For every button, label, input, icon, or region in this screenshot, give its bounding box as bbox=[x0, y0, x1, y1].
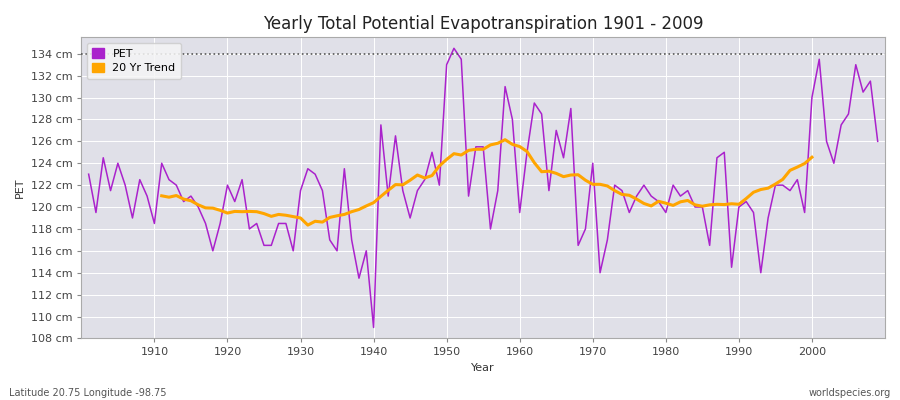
Text: Latitude 20.75 Longitude -98.75: Latitude 20.75 Longitude -98.75 bbox=[9, 388, 166, 398]
Text: worldspecies.org: worldspecies.org bbox=[809, 388, 891, 398]
20 Yr Trend bbox=[244, 209, 255, 214]
20 Yr Trend bbox=[500, 137, 510, 142]
20 Yr Trend bbox=[302, 223, 313, 228]
PET bbox=[346, 238, 357, 242]
20 Yr Trend bbox=[624, 193, 634, 198]
PET bbox=[302, 166, 313, 171]
Legend: PET, 20 Yr Trend: PET, 20 Yr Trend bbox=[87, 43, 181, 79]
20 Yr Trend bbox=[712, 202, 723, 207]
PET bbox=[141, 194, 152, 198]
20 Yr Trend bbox=[726, 201, 737, 206]
Y-axis label: PET: PET bbox=[15, 178, 25, 198]
Line: 20 Yr Trend: 20 Yr Trend bbox=[162, 140, 812, 225]
PET bbox=[616, 188, 627, 193]
Line: PET: PET bbox=[88, 48, 878, 328]
Title: Yearly Total Potential Evapotranspiration 1901 - 2009: Yearly Total Potential Evapotranspiratio… bbox=[263, 15, 704, 33]
20 Yr Trend bbox=[361, 204, 372, 208]
PET bbox=[448, 46, 459, 51]
20 Yr Trend bbox=[157, 194, 167, 198]
PET bbox=[522, 150, 533, 155]
20 Yr Trend bbox=[806, 155, 817, 160]
PET bbox=[872, 139, 883, 144]
X-axis label: Year: Year bbox=[472, 363, 495, 373]
PET bbox=[83, 172, 94, 176]
20 Yr Trend bbox=[792, 165, 803, 170]
PET bbox=[529, 101, 540, 106]
PET bbox=[368, 325, 379, 330]
